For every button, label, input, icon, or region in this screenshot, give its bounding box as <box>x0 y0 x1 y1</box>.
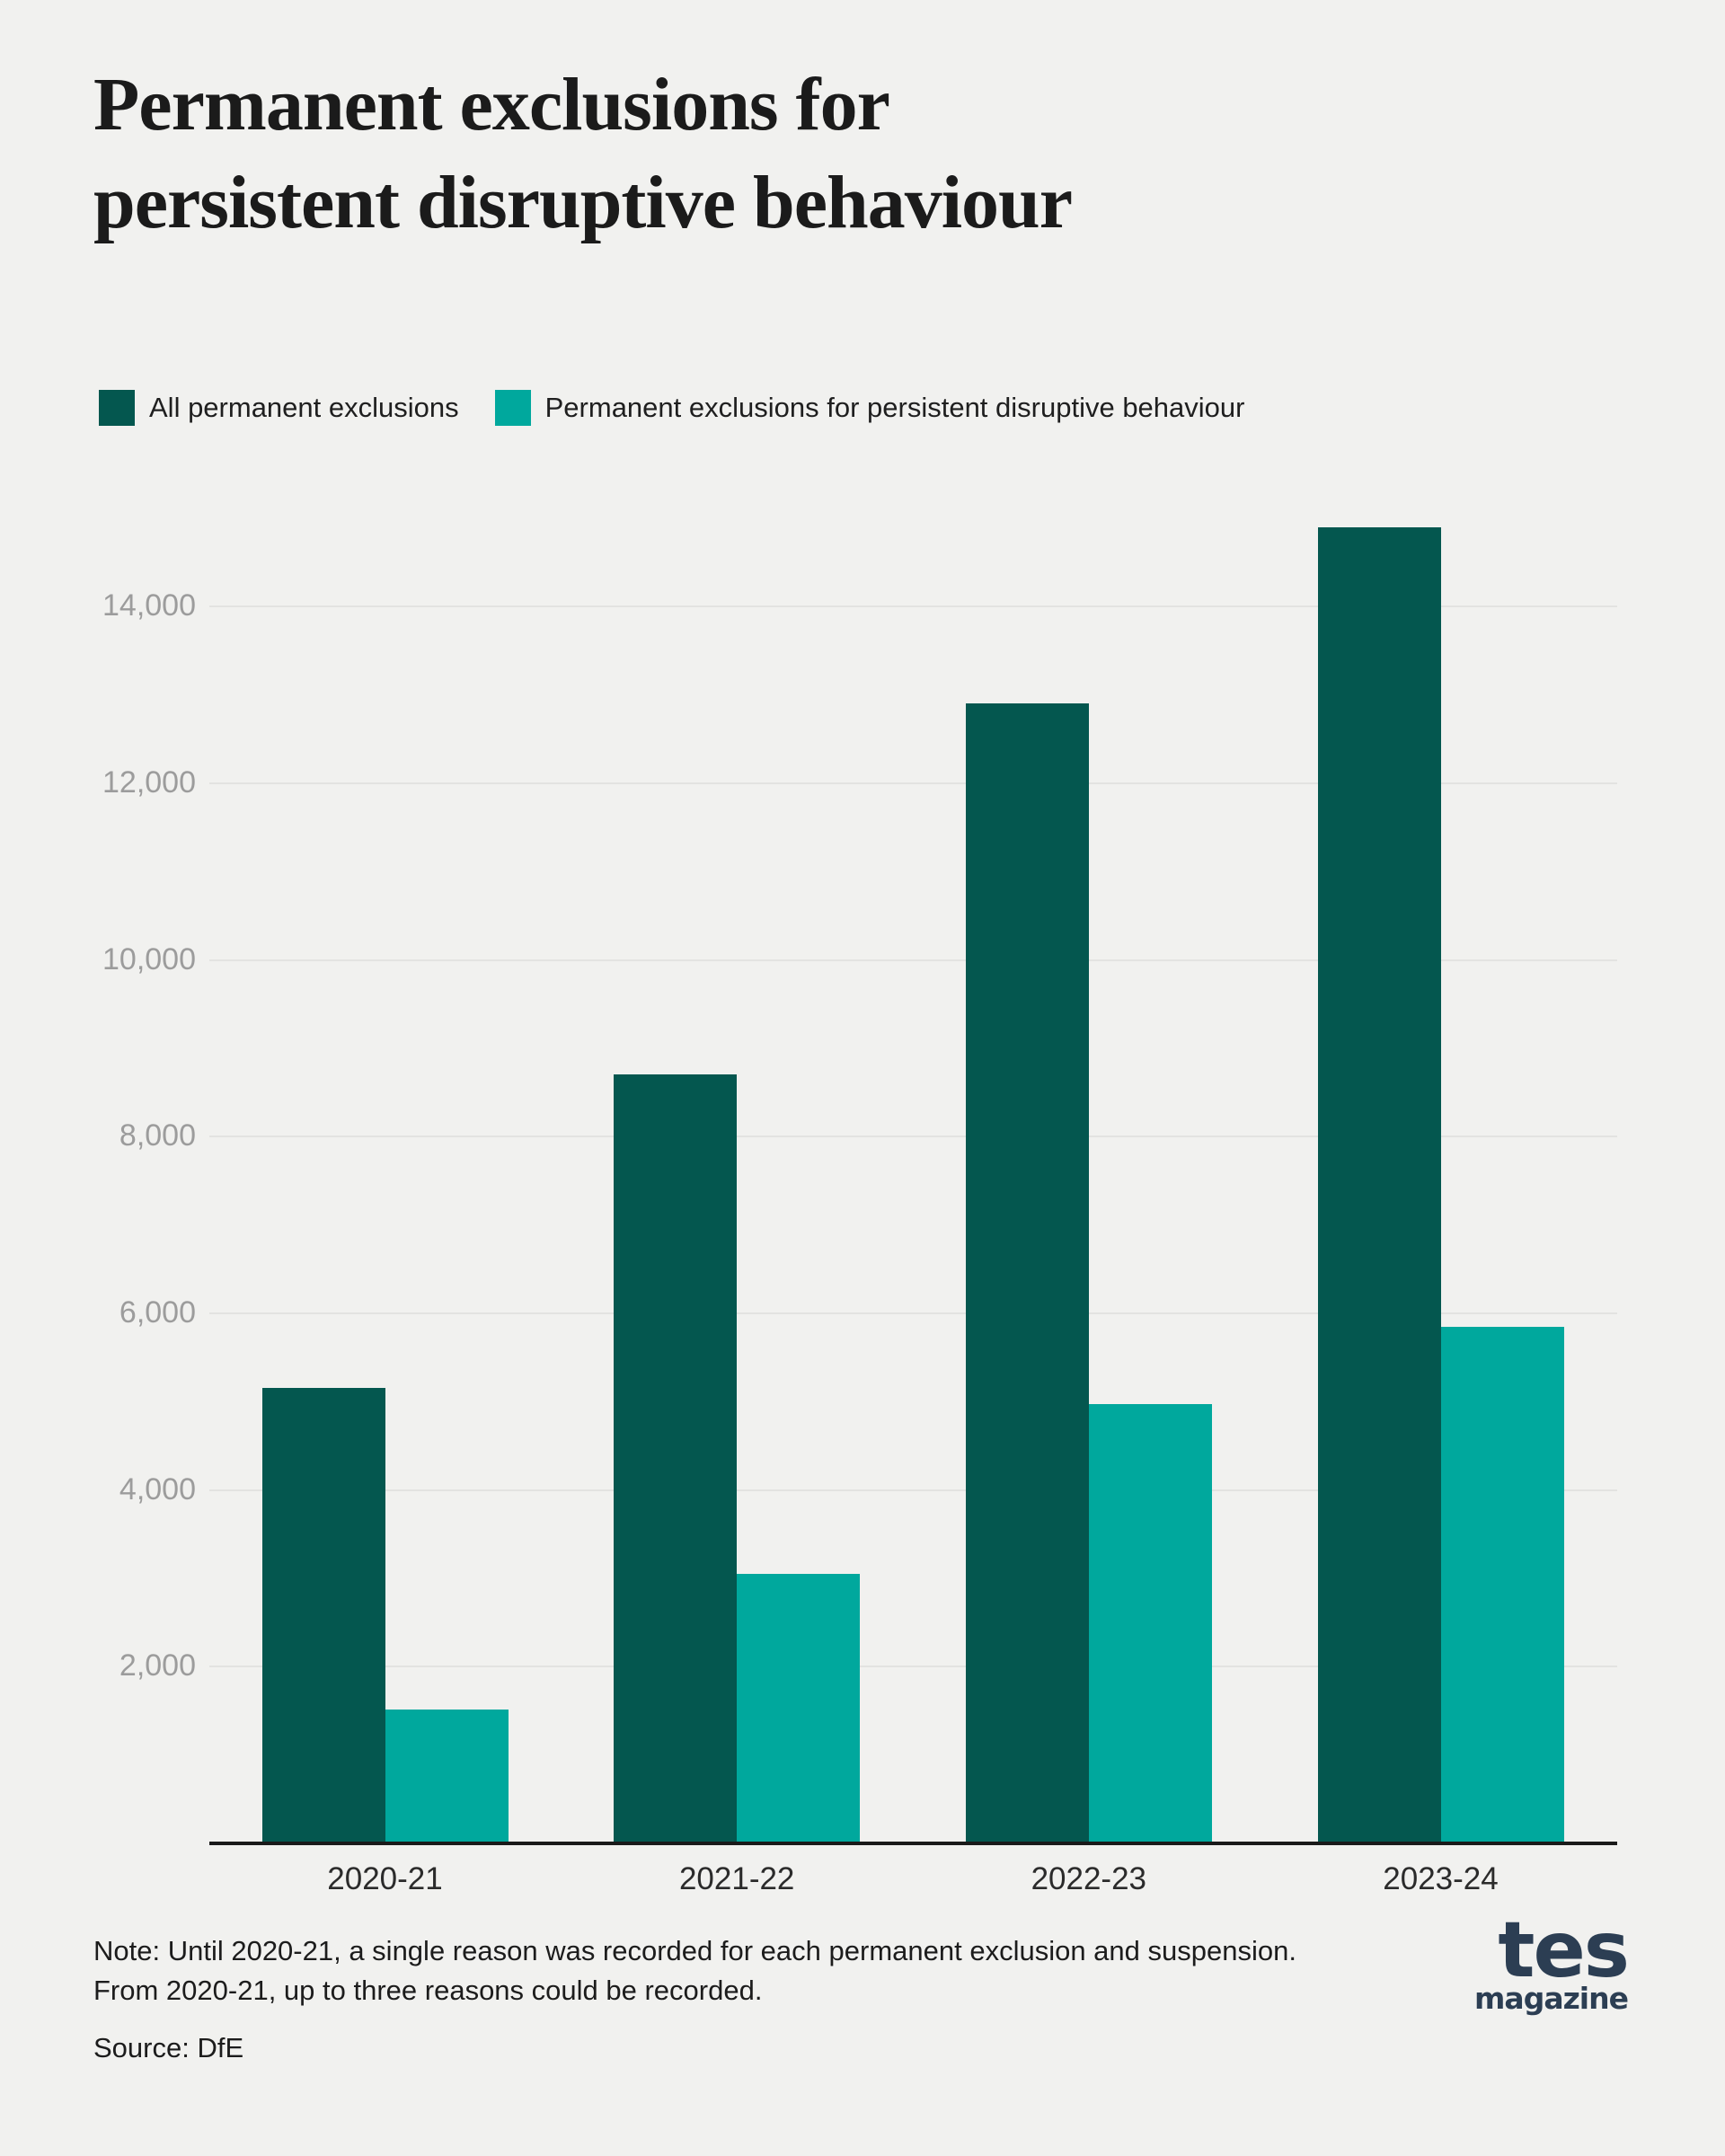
chart-title: Permanent exclusions for persistent disr… <box>93 63 1073 245</box>
y-axis-tick-label: 6,000 <box>119 1294 196 1330</box>
note-line-2: From 2020-21, up to three reasons could … <box>93 1975 763 2007</box>
legend-label-all-permanent-exclusions: All permanent exclusions <box>149 392 459 423</box>
tes-magazine-logo: tes magazine <box>1474 1905 1630 2016</box>
x-axis-line <box>209 1842 1617 1845</box>
x-axis-label-2022-23: 2022-23 <box>1031 1861 1147 1896</box>
legend-swatch-persistent-disruptive <box>494 390 531 426</box>
x-axis-label-2020-21: 2020-21 <box>327 1861 443 1896</box>
gridline-8000 <box>209 1135 1617 1138</box>
bar-all-permanent-exclusions-2023-24 <box>1317 526 1441 1843</box>
legend-item-all-permanent-exclusions: All permanent exclusions <box>99 390 459 426</box>
x-axis-label-2021-22: 2021-22 <box>678 1861 795 1896</box>
bar-all-permanent-exclusions-2020-21 <box>261 1388 385 1843</box>
bar-all-permanent-exclusions-2021-22 <box>614 1074 738 1843</box>
y-axis-tick-label: 2,000 <box>119 1648 196 1683</box>
legend-swatch-all-permanent-exclusions <box>99 390 135 426</box>
gridline-12000 <box>209 782 1617 784</box>
gridline-14000 <box>209 605 1617 608</box>
bar-persistent-disruptive-2020-21 <box>385 1709 509 1843</box>
bar-all-permanent-exclusions-2022-23 <box>965 703 1089 1843</box>
bar-persistent-disruptive-2021-22 <box>737 1574 861 1843</box>
note-line-1: Note: Until 2020-21, a single reason was… <box>93 1935 1296 1966</box>
legend-label-persistent-disruptive: Permanent exclusions for persistent disr… <box>544 392 1245 423</box>
y-axis-tick-label: 4,000 <box>119 1471 196 1507</box>
magazine-logo-text: magazine <box>1474 1981 1629 2016</box>
bar-persistent-disruptive-2022-23 <box>1088 1404 1212 1843</box>
legend: All permanent exclusions Permanent exclu… <box>99 390 1244 426</box>
gridline-4000 <box>209 1489 1617 1491</box>
gridline-10000 <box>209 959 1617 961</box>
gridline-6000 <box>209 1312 1617 1314</box>
y-axis-tick-label: 8,000 <box>119 1118 196 1153</box>
chart-source: Source: DfE <box>93 2032 244 2063</box>
legend-item-persistent-disruptive: Permanent exclusions for persistent disr… <box>494 390 1245 426</box>
y-axis-tick-label: 14,000 <box>102 588 196 623</box>
x-axis-label-2023-24: 2023-24 <box>1383 1861 1499 1896</box>
chart-note: Note: Until 2020-21, a single reason was… <box>93 1931 1296 2010</box>
y-axis-tick-label: 12,000 <box>102 764 196 800</box>
gridline-2000 <box>209 1666 1617 1668</box>
bar-persistent-disruptive-2023-24 <box>1440 1326 1564 1843</box>
y-axis-tick-label: 10,000 <box>102 941 196 976</box>
tes-logo-text: tes <box>1498 1905 1630 1995</box>
